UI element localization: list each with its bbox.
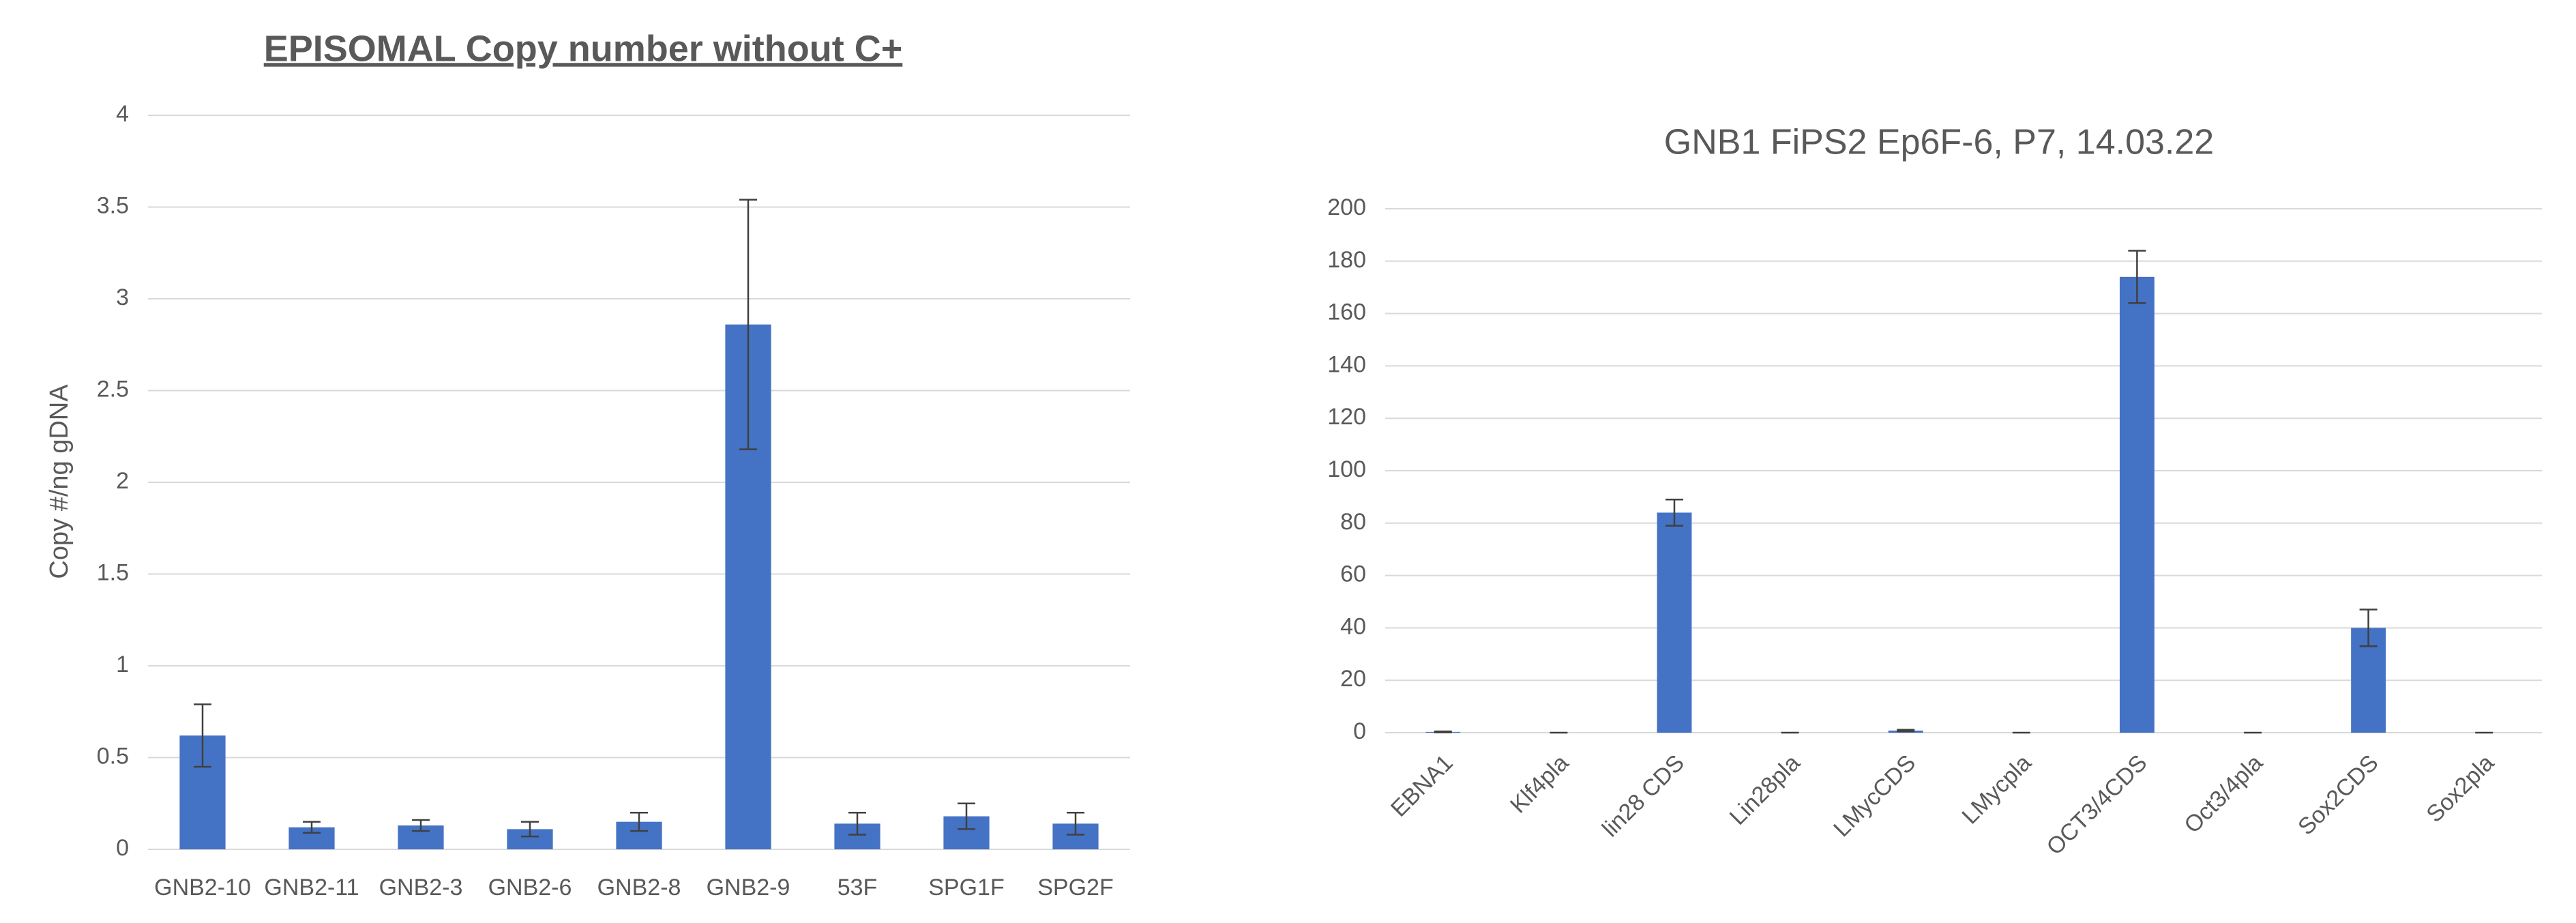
y-tick-label: 200 <box>1327 194 1366 220</box>
y-tick-label: 1.5 <box>97 559 129 585</box>
x-tick-label: Lin28pla <box>1725 750 1805 830</box>
error-bar <box>2359 609 2378 647</box>
x-tick-label: lin28 CDS <box>1597 750 1689 842</box>
y-tick-label: 3 <box>116 284 129 310</box>
error-bar <box>1067 811 1084 836</box>
bar <box>1657 512 1692 733</box>
x-tick-label: LMycpla <box>1957 750 2036 829</box>
y-tick-label: 80 <box>1340 509 1366 535</box>
y-axis-label: Copy #/ng gDNA <box>45 384 74 579</box>
y-tick-label: 180 <box>1327 247 1366 273</box>
y-tick-label: 4 <box>116 101 129 127</box>
x-tick-label: GNB2-8 <box>597 875 681 900</box>
error-bar <box>958 802 975 830</box>
y-tick-label: 0 <box>116 835 129 861</box>
y-tick-label: 160 <box>1327 299 1366 325</box>
x-tick-label: GNB2-9 <box>707 875 790 900</box>
x-tick-label: GNB2-3 <box>379 875 463 900</box>
x-tick-label: LMycCDS <box>1829 750 1921 842</box>
error-bar <box>412 819 430 832</box>
x-tick-label: GNB2-11 <box>264 875 359 900</box>
x-tick-label: GNB2-10 <box>154 875 251 900</box>
y-tick-label: 60 <box>1340 561 1366 587</box>
error-bar <box>303 821 321 834</box>
x-tick-label: Sox2CDS <box>2293 750 2383 840</box>
y-tick-label: 2.5 <box>97 376 129 402</box>
x-tick-label: Klf4pla <box>1505 750 1573 818</box>
x-tick-label: EBNA1 <box>1386 750 1458 822</box>
y-tick-label: 100 <box>1327 456 1366 482</box>
y-tick-label: 140 <box>1327 351 1366 377</box>
x-tick-label: OCT3/4CDS <box>2042 750 2152 860</box>
error-bar <box>630 811 648 832</box>
error-bar <box>848 811 866 836</box>
x-tick-label: SPG1F <box>928 875 1004 900</box>
x-tick-label: 53F <box>838 875 878 900</box>
error-bar <box>521 821 539 838</box>
y-tick-label: 2 <box>116 468 129 494</box>
error-bar <box>194 703 211 768</box>
error-bar <box>1434 730 1452 733</box>
error-bar <box>1665 498 1683 527</box>
y-tick-label: 20 <box>1340 666 1366 692</box>
error-bar <box>739 199 757 450</box>
bar <box>2119 276 2155 733</box>
chart-title: GNB1 FiPS2 Ep6F-6, P7, 14.03.22 <box>1664 123 2214 162</box>
y-tick-label: 120 <box>1327 404 1366 430</box>
y-tick-label: 0.5 <box>97 743 129 769</box>
y-tick-label: 40 <box>1340 613 1366 639</box>
error-bar <box>1897 729 1915 733</box>
y-tick-label: 0 <box>1353 718 1366 744</box>
y-tick-label: 1 <box>116 651 129 677</box>
error-bar <box>2128 250 2146 304</box>
y-tick-label: 3.5 <box>97 192 129 218</box>
x-tick-label: Sox2pla <box>2421 750 2499 827</box>
x-tick-label: GNB2-6 <box>488 875 572 900</box>
x-tick-label: Oct3/4pla <box>2179 750 2268 838</box>
x-tick-label: SPG2F <box>1037 875 1113 900</box>
chart-title: EPISOMAL Copy number without C+ <box>264 28 903 69</box>
